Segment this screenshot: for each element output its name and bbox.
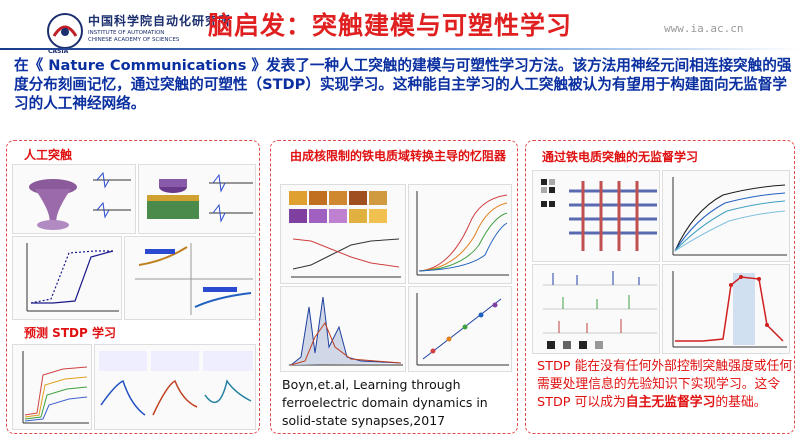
figure-crossbar-a — [532, 170, 660, 262]
section-title-memristor: 由成核限制的铁电质域转换主导的忆阻器 — [290, 149, 507, 163]
logo-english-line1: INSTITUTE OF AUTOMATION — [88, 30, 165, 36]
panel-unsupervised-learning — [525, 140, 795, 434]
logo-casia: CASIA — [48, 48, 69, 55]
figure-recognition-b — [662, 170, 790, 262]
figure-rate-d — [662, 264, 790, 354]
figure-synapse-b — [138, 164, 256, 234]
figure-synapse-a — [12, 164, 136, 234]
figure-domain-a — [280, 184, 406, 284]
header-divider — [0, 48, 800, 50]
section-title-unsupervised: 通过铁电质突触的无监督学习 — [542, 150, 699, 164]
panel-memristor — [270, 140, 518, 434]
panel-artificial-synapse — [6, 140, 260, 434]
intro-paragraph: 在《 Nature Communications 》发表了一种人工突触的建模与可… — [14, 57, 792, 112]
figure-distribution-d — [280, 286, 406, 372]
section-title-artificial-synapse: 人工突触 — [24, 148, 73, 162]
stdp-text-after: 的基础。 — [715, 395, 767, 410]
figure-domain-c — [408, 184, 512, 284]
figure-stdp-d — [124, 236, 256, 320]
casia-logo-icon — [47, 13, 83, 49]
stdp-text-emphasis: 自主无监督学习 — [625, 395, 716, 410]
reference-citation: Boyn,et.al, Learning through ferroelectr… — [282, 377, 488, 428]
figure-hysteresis-c — [12, 236, 122, 320]
figure-stdp-a — [12, 344, 92, 430]
page-title: 脑启发：突触建模与可塑性学习 — [208, 11, 573, 40]
section-title-stdp-prediction: 预测 STDP 学习 — [24, 326, 116, 340]
figure-stdp-bcd — [94, 344, 256, 430]
figure-spikes-c — [532, 264, 660, 354]
stdp-text-before: STDP 能在没有任何外部控制突触强度或任何需要处理信息的先验知识下实现学习。这… — [537, 359, 793, 410]
site-url: www.ia.ac.cn — [664, 22, 744, 35]
figure-scaling-e — [408, 286, 512, 372]
logo-english-line2: CHINESE ACADEMY OF SCIENCES — [88, 37, 180, 43]
institute-logo: 中国科学院自动化研究所 INSTITUTE OF AUTOMATION CHIN… — [46, 10, 230, 55]
logo-chinese-name: 中国科学院自动化研究所 — [88, 14, 232, 28]
stdp-description: STDP 能在没有任何外部控制突触强度或任何需要处理信息的先验知识下实现学习。这… — [537, 358, 793, 412]
logo-english-name: INSTITUTE OF AUTOMATION CHINESE ACADEMY … — [88, 30, 179, 44]
